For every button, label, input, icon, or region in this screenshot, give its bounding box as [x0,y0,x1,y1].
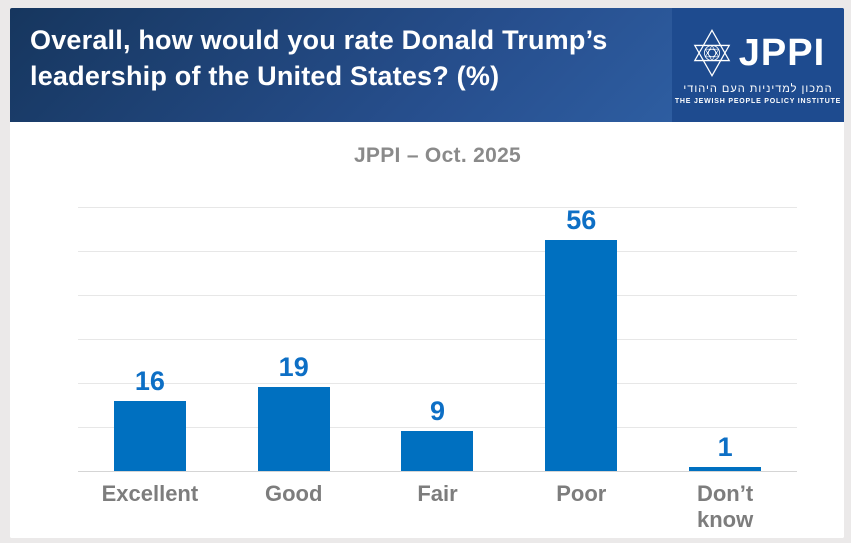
star-of-david-icon [691,28,733,78]
value-label-fair: 9 [429,396,445,427]
bar-group-dont-know: 1 [653,207,797,471]
chart-title: JPPI – Oct. 2025 [353,144,522,167]
category-axis: Excellent Good Fair Poor Don’t know [78,481,797,533]
header-banner: Overall, how would you rate Donald Trump… [10,8,844,122]
gridline [78,207,797,208]
jppi-logo-hebrew-tagline: המכון למדיניות העם היהודי [683,82,833,95]
bar-group-excellent: 16 [78,207,222,471]
infographic-card: Overall, how would you rate Donald Trump… [10,8,844,538]
jppi-logo: JPPI המכון למדיניות העם היהודי THE JEWIS… [672,8,844,122]
x-axis-line [78,471,797,472]
category-label-poor: Poor [556,481,607,506]
bar-fair [401,431,474,471]
value-label-dont-know: 1 [717,431,733,462]
plot-area: 16 19 9 56 1 [78,207,797,472]
value-label-excellent: 16 [134,365,165,396]
question-title-line1: Overall, how would you rate Donald Trump… [30,25,608,55]
bar-good [257,387,330,471]
chart-area: JPPI – Oct. 2025 16 19 9 56 [10,122,844,538]
question-title: Overall, how would you rate Donald Trump… [30,22,607,94]
category-label-good: Good [264,481,323,506]
bar-group-good: 19 [222,207,366,471]
jppi-logo-row: JPPI [691,28,825,78]
bar-dont-know [689,466,762,471]
gridline [78,427,797,428]
gridline [78,383,797,384]
bar-group-fair: 9 [366,207,510,471]
jppi-logo-wordmark: JPPI [738,31,826,74]
gridline [78,339,797,340]
category-label-fair: Fair [417,481,458,506]
value-label-good: 19 [278,352,309,383]
value-label-poor: 56 [566,205,597,235]
bar-poor [545,240,618,471]
category-label-dont-know: Don’t know [696,481,754,532]
bar-excellent [113,400,186,471]
gridline [78,251,797,252]
jppi-logo-english-tagline: THE JEWISH PEOPLE POLICY INSTITUTE [674,97,842,105]
question-title-line2: leadership of the United States? (%) [30,61,500,91]
bars-container: 16 19 9 56 1 [78,207,797,471]
bar-group-poor: 56 [509,207,653,471]
category-label-excellent: Excellent [101,481,199,506]
gridline [78,295,797,296]
